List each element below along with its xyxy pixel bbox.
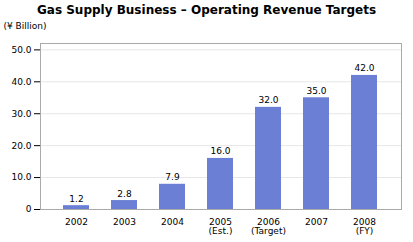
- svg-text:1.2: 1.2: [69, 194, 83, 204]
- svg-text:40.0: 40.0: [11, 77, 31, 87]
- svg-text:2004: 2004: [161, 217, 184, 227]
- svg-text:42.0: 42.0: [354, 63, 374, 73]
- svg-text:30.0: 30.0: [11, 109, 31, 119]
- svg-text:7.9: 7.9: [165, 172, 180, 182]
- svg-text:0: 0: [26, 204, 32, 214]
- svg-text:(¥ Billion): (¥ Billion): [4, 21, 47, 31]
- svg-text:2008(FY): 2008(FY): [353, 217, 376, 236]
- svg-text:35.0: 35.0: [306, 86, 326, 96]
- svg-text:50.0: 50.0: [11, 45, 31, 55]
- svg-text:2005(Est.): 2005(Est.): [209, 217, 233, 236]
- svg-text:2006(Target): 2006(Target): [251, 217, 286, 236]
- svg-text:20.0: 20.0: [11, 141, 31, 151]
- svg-text:16.0: 16.0: [210, 146, 230, 156]
- svg-text:10.0: 10.0: [11, 172, 31, 182]
- svg-text:2.8: 2.8: [117, 189, 132, 199]
- html-text:Gas Supply Business – Operatin: Gas Supply Business – Operating Revenue …: [36, 3, 377, 17]
- svg-text:2007: 2007: [305, 217, 328, 227]
- svg-text:2002: 2002: [65, 217, 88, 227]
- svg-text:32.0: 32.0: [258, 95, 278, 105]
- svg-text:2003: 2003: [113, 217, 136, 227]
